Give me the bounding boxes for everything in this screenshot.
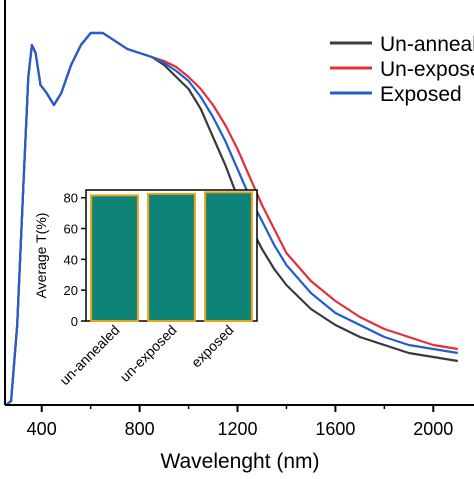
inset-bar-exposed bbox=[204, 191, 253, 322]
inset-y-tick-label-20: 20 bbox=[64, 283, 78, 298]
legend: Un-annealedUn-exposedExposed bbox=[330, 33, 474, 106]
x-tick-label-800: 800 bbox=[125, 419, 155, 439]
inset-y-axis-label: Average T(%) bbox=[33, 213, 49, 299]
legend-label-un-annealed: Un-annealed bbox=[380, 33, 474, 56]
x-tick-label-1200: 1200 bbox=[217, 419, 257, 439]
inset-y-tick-label-0: 0 bbox=[71, 314, 78, 329]
series-line-exposed bbox=[5, 31, 458, 406]
main-plot-series bbox=[5, 31, 458, 406]
legend-label-exposed: Exposed bbox=[380, 83, 462, 106]
x-tick-label-1600: 1600 bbox=[315, 419, 355, 439]
x-tick-label-400: 400 bbox=[27, 419, 57, 439]
inset-bar-un-annealed bbox=[90, 194, 139, 322]
x-axis-label: Wavelenght (nm) bbox=[160, 450, 319, 473]
inset-category-label-un-exposed: un-exposed bbox=[117, 322, 180, 385]
legend-label-un-exposed: Un-exposed bbox=[380, 58, 474, 81]
inset-y-tick-label-80: 80 bbox=[64, 191, 78, 206]
inset-bar-un-exposed bbox=[147, 192, 196, 322]
inset-category-label-exposed: exposed bbox=[188, 322, 237, 371]
inset-category-label-un-annealed: un-annealed bbox=[56, 322, 122, 388]
inset-y-tick-label-40: 40 bbox=[64, 252, 78, 267]
inset-y-tick-label-60: 60 bbox=[64, 222, 78, 237]
x-tick-label-2000: 2000 bbox=[413, 419, 453, 439]
